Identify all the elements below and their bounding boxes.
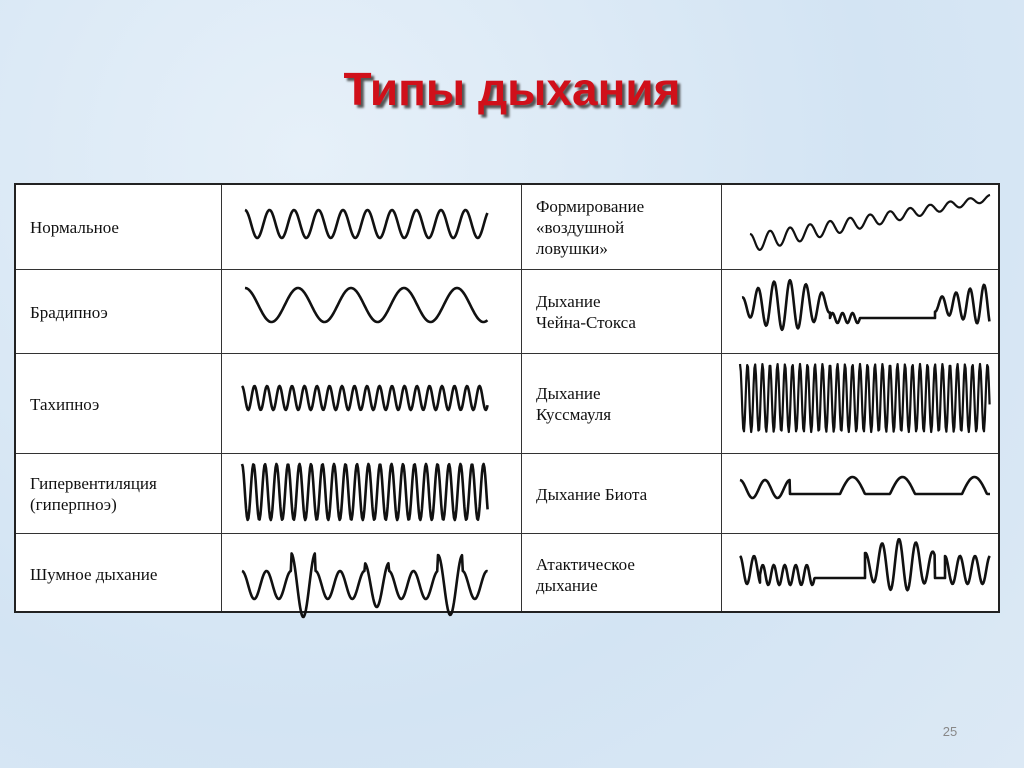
breathing-type-label: Дыхание Чейна-Стокса: [522, 270, 722, 354]
label-line: Куссмауля: [536, 405, 612, 424]
breathing-type-label: Шумное дыхание: [16, 534, 222, 615]
waveform: [240, 462, 489, 522]
row-divider: [16, 533, 998, 534]
column-divider: [221, 185, 222, 611]
waveform: [741, 278, 991, 332]
breathing-type-label: Нормальное: [16, 185, 222, 270]
breathing-type-label: Брадипноэ: [16, 270, 222, 354]
label-line: Нормальное: [30, 218, 119, 237]
label-line: Шумное дыхание: [30, 565, 158, 584]
column-divider: [721, 185, 722, 611]
waveform: [244, 286, 489, 324]
page-number: 25: [942, 724, 958, 739]
row-divider: [16, 353, 998, 354]
breathing-type-label: Тахипноэ: [16, 354, 222, 454]
label-line: Гипервентиляция: [30, 474, 157, 493]
breathing-type-label: Дыхание Куссмауля: [522, 354, 722, 454]
label-line: «воздушной: [536, 218, 625, 237]
breathing-type-label: Гипервентиляция (гиперпноэ): [16, 454, 222, 534]
label-line: ловушки»: [536, 239, 608, 258]
label-line: (гиперпноэ): [30, 495, 117, 514]
waveform: [739, 538, 991, 592]
label-line: Формирование: [536, 197, 645, 216]
label-line: Брадипноэ: [30, 302, 108, 322]
label-line: Тахипноэ: [30, 394, 100, 414]
label-line: Дыхание: [536, 384, 601, 403]
waveform: [749, 193, 991, 251]
breathing-type-label: Атактическое дыхание: [522, 534, 722, 615]
waveform: [240, 384, 489, 412]
waveform: [244, 208, 489, 240]
row-divider: [16, 453, 998, 454]
label-line: дыхание: [536, 575, 598, 595]
column-divider: [521, 185, 522, 611]
waveform: [241, 552, 489, 619]
row-divider: [16, 269, 998, 270]
label-line: Чейна-Стокса: [536, 313, 636, 332]
label-line: Атактическое: [536, 554, 635, 574]
slide-title: Типы дыхания: [343, 63, 681, 115]
breathing-type-label: Формирование «воздушной ловушки»: [522, 185, 722, 270]
waveform: [739, 475, 991, 500]
waveform: [738, 362, 991, 434]
label-line: Дыхание: [536, 292, 601, 311]
breathing-type-label: Дыхание Биота: [522, 454, 722, 534]
label-line: Дыхание Биота: [536, 484, 648, 504]
